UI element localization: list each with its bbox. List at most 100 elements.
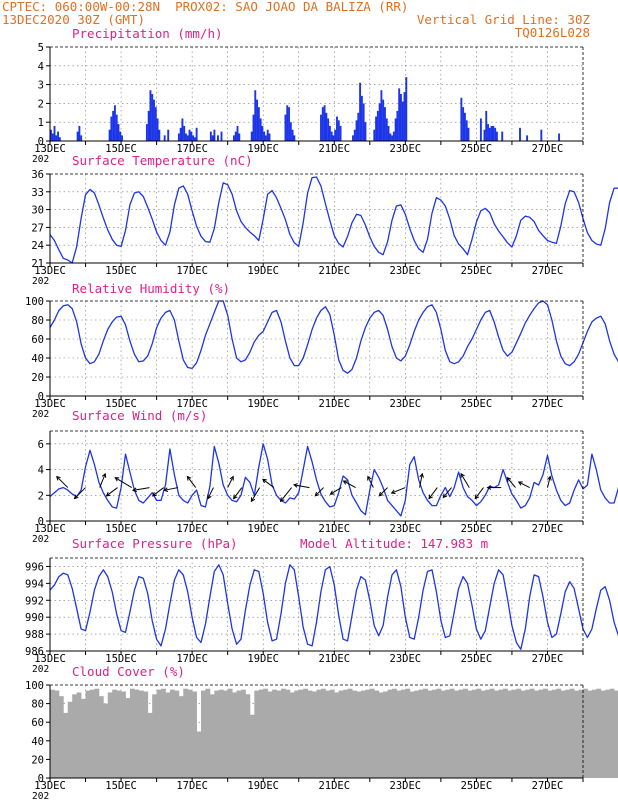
panel4-title: Surface Pressure (hPa) bbox=[72, 536, 238, 551]
cloud-bar bbox=[467, 690, 473, 778]
precip-bar bbox=[113, 105, 116, 141]
precip-bar bbox=[254, 90, 257, 141]
cloud-bar bbox=[76, 692, 82, 778]
precip-bar bbox=[382, 99, 385, 141]
panel5-year-label: 202 bbox=[32, 791, 49, 800]
cloud-bar bbox=[187, 689, 193, 778]
precip-bar bbox=[376, 110, 379, 141]
precip-bar bbox=[238, 133, 241, 141]
wind-arrow-head bbox=[460, 472, 465, 478]
precip-bar bbox=[268, 133, 271, 141]
cloud-bar bbox=[81, 698, 86, 778]
cloud-bar bbox=[360, 690, 366, 778]
precip-bar bbox=[213, 129, 216, 141]
cloud-bar bbox=[112, 689, 118, 778]
cloud-bar bbox=[387, 689, 393, 778]
precip-bar bbox=[183, 125, 186, 141]
precip-bar bbox=[392, 131, 395, 141]
precip-bar bbox=[353, 129, 356, 141]
panel1-ytick-label: 33 bbox=[31, 187, 44, 199]
wind-arrow bbox=[56, 476, 69, 488]
cloud-bar bbox=[498, 689, 504, 778]
panel5-ytick-label: 0 bbox=[38, 773, 44, 785]
wind-arrow bbox=[74, 487, 86, 499]
precip-bar bbox=[364, 122, 367, 141]
precip-bar bbox=[394, 118, 397, 141]
wind-arrow-head bbox=[517, 481, 523, 486]
header-location: 060:00W-00:28N PROX02: SAO JOAO DA BALIZ… bbox=[54, 0, 409, 14]
panel0-xtick-label: 19DEC bbox=[247, 143, 279, 155]
cloud-bar bbox=[507, 690, 513, 778]
precip-bar bbox=[211, 135, 214, 141]
cloud-bar bbox=[494, 690, 500, 778]
cloud-bar bbox=[272, 689, 277, 778]
cloud-bar bbox=[329, 689, 335, 778]
cloud-bar bbox=[600, 690, 606, 778]
panel0-ytick-label: 5 bbox=[38, 42, 44, 54]
cloud-bar bbox=[543, 688, 548, 778]
cloud-bar bbox=[400, 689, 406, 778]
cloud-bar bbox=[569, 688, 575, 778]
wind-arrow-head bbox=[547, 475, 552, 481]
cloud-bar bbox=[258, 689, 264, 778]
wind-arrow bbox=[164, 487, 179, 491]
precip-bar bbox=[378, 103, 381, 141]
precip-bar bbox=[145, 124, 148, 141]
wind-arrow bbox=[460, 473, 470, 488]
precip-bar bbox=[332, 135, 335, 141]
precip-bar bbox=[217, 135, 219, 141]
precip-bar bbox=[357, 112, 360, 141]
wind-arrow-head bbox=[474, 494, 480, 500]
cloud-bar bbox=[556, 688, 562, 778]
cloud-bar bbox=[427, 690, 433, 778]
cloud-bar bbox=[596, 688, 602, 778]
panel0-xtick-label: 23DEC bbox=[390, 143, 422, 155]
cloud-bar bbox=[94, 688, 100, 778]
panel1-ytick-label: 36 bbox=[31, 169, 44, 181]
panel1-xtick-label: 23DEC bbox=[390, 265, 422, 277]
precip-bar bbox=[495, 131, 498, 141]
panel4-xtick-label: 17DEC bbox=[176, 653, 208, 665]
cloud-bar bbox=[214, 690, 220, 778]
cloud-bar bbox=[72, 694, 78, 778]
panel5-xtick-label: 19DEC bbox=[247, 780, 279, 792]
precip-bar bbox=[494, 127, 497, 141]
panel2-xtick-label: 15DEC bbox=[105, 398, 137, 410]
wind-arrow-head bbox=[233, 494, 238, 500]
cloud-bar bbox=[169, 689, 175, 778]
cloud-bar bbox=[436, 688, 442, 778]
panel5-ytick-label: 40 bbox=[31, 736, 44, 748]
panel1-xtick-label: 21DEC bbox=[318, 265, 350, 277]
precip-bar bbox=[232, 135, 235, 141]
wind-arrow bbox=[546, 476, 551, 488]
panel0-ytick-label: 3 bbox=[38, 80, 44, 92]
precip-bar bbox=[339, 125, 342, 141]
wind-arrow-head bbox=[186, 475, 192, 481]
precip-bar bbox=[403, 92, 406, 141]
cloud-bar bbox=[418, 689, 424, 778]
cloud-bar bbox=[121, 691, 126, 778]
precip-bar bbox=[334, 129, 337, 141]
cloud-bar bbox=[516, 688, 522, 778]
cloud-bar bbox=[525, 689, 531, 778]
precip-bar bbox=[53, 125, 56, 141]
panel2-series-line bbox=[49, 300, 618, 374]
panel4-xtick-label: 15DEC bbox=[105, 653, 137, 665]
panel4-xtick-label: 19DEC bbox=[247, 653, 279, 665]
panel1-ytick-label: 30 bbox=[31, 205, 44, 217]
wind-arrow bbox=[315, 487, 324, 497]
wind-arrow bbox=[250, 487, 261, 502]
precip-bar bbox=[110, 116, 113, 141]
wind-arrow-head bbox=[279, 497, 285, 503]
wind-arrow bbox=[474, 487, 484, 499]
panel2-year-label: 202 bbox=[32, 409, 49, 420]
cloud-bar bbox=[574, 690, 579, 778]
cloud-bar bbox=[85, 690, 91, 778]
precip-bar bbox=[325, 112, 328, 141]
precip-bar bbox=[234, 131, 237, 141]
precip-bar bbox=[115, 114, 118, 141]
panel0-xtick-label: 27DEC bbox=[532, 143, 564, 155]
precip-bar bbox=[385, 118, 388, 141]
cloud-bar bbox=[289, 692, 295, 778]
precip-bar bbox=[391, 135, 394, 141]
